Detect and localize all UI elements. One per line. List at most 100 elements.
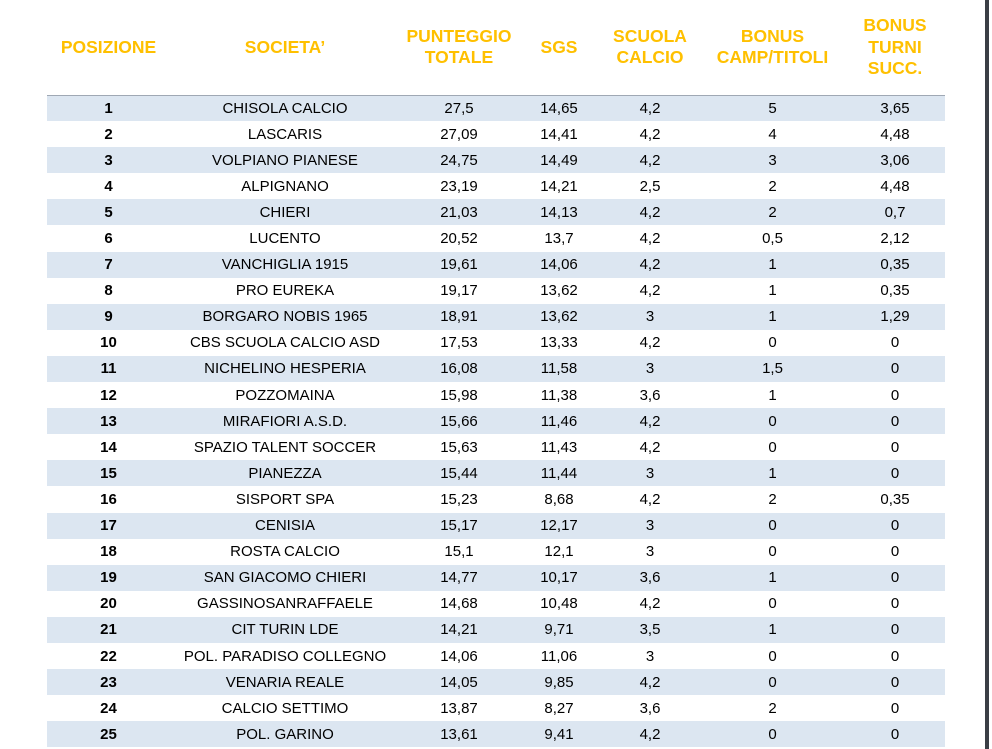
cell-societa: CBS SCUOLA CALCIO ASD [189, 334, 381, 352]
table-row: 3 VOLPIANO PIANESE 24,75 14,49 4,2 3 3,06 [47, 147, 945, 174]
cell-punteggio-totale: 14,21 [400, 616, 518, 643]
cell-posizione: 1 [47, 95, 170, 122]
cell-punteggio-totale: 13,61 [400, 721, 518, 748]
table-row: 25 POL. GARINO 13,61 9,41 4,2 0 0 [47, 721, 945, 748]
cell-scuola-calcio: 4,2 [600, 251, 700, 278]
cell-sgs: 14,41 [540, 125, 578, 143]
table-row: 18 ROSTA CALCIO 15,1 12,1 3 0 0 [47, 539, 945, 565]
cell-societa: CHIERI [170, 199, 400, 226]
table-row: 10 CBS SCUOLA CALCIO ASD 17,53 13,33 4,2 0 0 [47, 330, 945, 356]
cell-societa: LUCENTO [249, 230, 321, 248]
table-header: POSIZIONE SOCIETA’ PUNTEGGIO TOTALE SGS SCUO… [47, 0, 945, 95]
cell-bonus-camp-titoli: 2 [768, 699, 777, 717]
cell-punteggio-totale: 20,52 [440, 230, 478, 248]
cell-scuola-calcio: 3 [600, 460, 700, 487]
cell-bonus-camp-titoli: 0 [768, 438, 777, 456]
cell-bonus-turni-succ: 0 [890, 438, 900, 456]
table-row: 21 CIT TURIN LDE 14,21 9,71 3,5 1 0 [47, 616, 945, 643]
cell-posizione: 7 [47, 251, 170, 278]
cell-scuola-calcio: 3 [645, 543, 655, 561]
cell-posizione: 18 [100, 543, 117, 561]
cell-punteggio-totale: 27,5 [400, 95, 518, 122]
cell-societa: CHISOLA CALCIO [170, 95, 400, 122]
cell-societa: POL. PARADISO COLLEGNO [183, 647, 387, 665]
cell-posizione: 11 [47, 355, 170, 383]
table-row: 4 ALPIGNANO 23,19 14,21 2,5 2 4,48 [47, 173, 945, 199]
cell-sgs: 11,46 [518, 408, 600, 435]
cell-societa: PRO EUREKA [235, 282, 335, 300]
cell-scuola-calcio: 4,2 [639, 595, 661, 613]
table-row: 24 CALCIO SETTIMO 13,87 8,27 3,6 2 0 [47, 695, 945, 721]
cell-sgs: 13,7 [544, 230, 574, 248]
cell-posizione: 17 [47, 512, 170, 539]
cell-sgs: 10,17 [518, 564, 600, 591]
table-row: 16 SISPORT SPA 15,23 8,68 4,2 2 0,35 [47, 486, 945, 512]
cell-societa: VENARIA REALE [170, 669, 400, 696]
column-header-sgs: SGS [518, 0, 600, 95]
cell-bonus-camp-titoli: 1 [768, 386, 777, 404]
table-row: 14 SPAZIO TALENT SOCCER 15,63 11,43 4,2 0 0 [47, 434, 945, 460]
cell-scuola-calcio: 3,6 [639, 699, 661, 717]
header-row: POSIZIONE SOCIETA’ PUNTEGGIO TOTALE SGS SCUO… [47, 0, 945, 95]
cell-scuola-calcio: 4,2 [639, 490, 661, 508]
cell-sgs: 14,06 [518, 251, 600, 278]
cell-punteggio-totale: 16,08 [400, 355, 518, 383]
cell-scuola-calcio: 4,2 [600, 669, 700, 696]
column-header-posizione: POSIZIONE [47, 0, 170, 95]
cell-punteggio-totale: 27,09 [440, 125, 478, 143]
cell-posizione: 23 [47, 669, 170, 696]
cell-scuola-calcio: 4,2 [639, 125, 661, 143]
cell-bonus-camp-titoli: 0 [700, 669, 845, 696]
cell-bonus-turni-succ: 0 [845, 721, 945, 748]
cell-scuola-calcio: 4,2 [600, 721, 700, 748]
cell-punteggio-totale: 21,03 [400, 199, 518, 226]
cell-scuola-calcio: 4,2 [639, 282, 661, 300]
cell-bonus-turni-succ: 0 [845, 408, 945, 435]
cell-scuola-calcio: 3 [645, 647, 655, 665]
cell-bonus-camp-titoli: 1 [700, 564, 845, 591]
cell-punteggio-totale: 15,63 [440, 438, 478, 456]
cell-bonus-camp-titoli: 4 [768, 125, 777, 143]
cell-societa: SISPORT SPA [235, 490, 335, 508]
cell-bonus-turni-succ: 0 [890, 386, 900, 404]
cell-scuola-calcio: 3 [600, 512, 700, 539]
cell-bonus-turni-succ: 0 [890, 543, 900, 561]
cell-punteggio-totale: 24,75 [400, 147, 518, 174]
cell-societa: BORGARO NOBIS 1965 [170, 303, 400, 330]
cell-sgs: 11,43 [540, 438, 578, 456]
table-row: 11 NICHELINO HESPERIA 16,08 11,58 3 1,5 0 [47, 355, 945, 383]
cell-scuola-calcio: 4,2 [600, 199, 700, 226]
cell-sgs: 11,58 [518, 355, 600, 383]
cell-societa: CALCIO SETTIMO [221, 699, 349, 717]
cell-sgs: 9,85 [518, 669, 600, 696]
cell-posizione: 10 [100, 334, 117, 352]
cell-punteggio-totale: 15,23 [440, 490, 478, 508]
cell-bonus-turni-succ: 0 [890, 334, 900, 352]
table-row: 22 POL. PARADISO COLLEGNO 14,06 11,06 3 0 0 [47, 643, 945, 669]
cell-bonus-turni-succ: 0 [845, 564, 945, 591]
cell-bonus-turni-succ: 3,06 [845, 147, 945, 174]
cell-bonus-turni-succ: 0 [845, 512, 945, 539]
cell-scuola-calcio: 4,2 [639, 230, 661, 248]
cell-posizione: 12 [100, 386, 117, 404]
cell-bonus-turni-succ: 3,65 [845, 95, 945, 122]
cell-bonus-camp-titoli: 0 [768, 595, 777, 613]
cell-bonus-camp-titoli: 1 [700, 251, 845, 278]
cell-bonus-turni-succ: 0 [890, 595, 900, 613]
cell-posizione: 22 [100, 647, 117, 665]
cell-bonus-turni-succ: 0,35 [880, 282, 910, 300]
cell-posizione: 15 [47, 460, 170, 487]
cell-punteggio-totale: 17,53 [440, 334, 478, 352]
cell-punteggio-totale: 19,61 [400, 251, 518, 278]
column-header-bonus-camp-titoli: BONUS CAMP/TITOLI [700, 0, 845, 95]
cell-bonus-camp-titoli: 0 [700, 721, 845, 748]
table-body: 1 CHISOLA CALCIO 27,5 14,65 4,2 5 3,65 2 LASCARI… [47, 95, 945, 748]
cell-societa: SAN GIACOMO CHIERI [170, 564, 400, 591]
cell-bonus-camp-titoli: 1 [700, 303, 845, 330]
table-row: 6 LUCENTO 20,52 13,7 4,2 0,5 2,12 [47, 225, 945, 251]
cell-bonus-turni-succ: 0,35 [880, 490, 910, 508]
column-header-punteggio-totale: PUNTEGGIO TOTALE [400, 0, 518, 95]
cell-bonus-camp-titoli: 2 [700, 199, 845, 226]
table-row: 19 SAN GIACOMO CHIERI 14,77 10,17 3,6 1 0 [47, 564, 945, 591]
cell-bonus-camp-titoli: 0 [768, 647, 777, 665]
